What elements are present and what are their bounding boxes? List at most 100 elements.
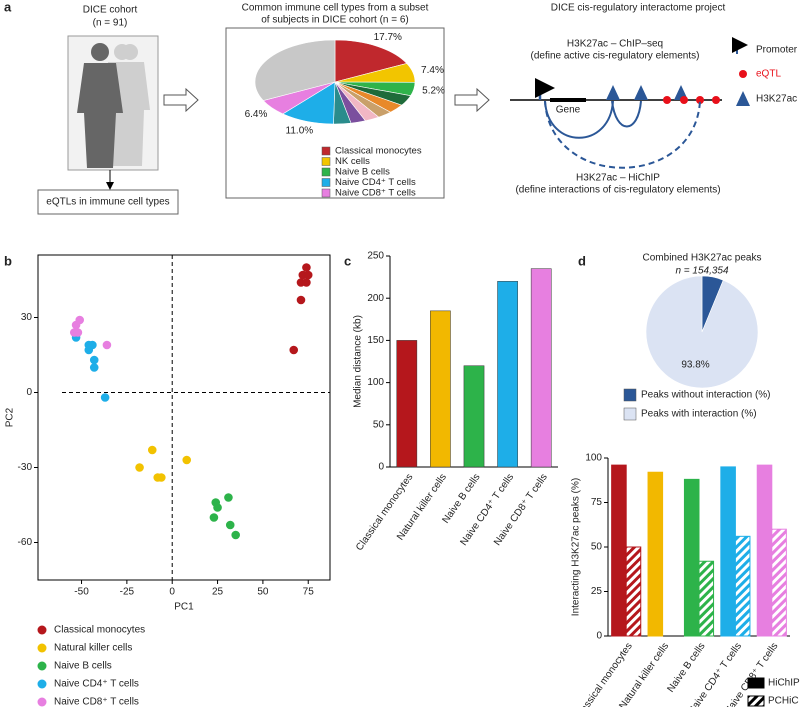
y-tick-label: 0 bbox=[596, 631, 602, 642]
flow-arrow bbox=[163, 87, 199, 113]
legend-marker bbox=[37, 643, 47, 653]
legend-text: Peaks without interaction (%) bbox=[641, 390, 771, 401]
y-tick-label: 100 bbox=[585, 453, 602, 464]
x-tick-label: -25 bbox=[120, 587, 135, 598]
legend-swatch bbox=[321, 146, 331, 156]
legend-swatch bbox=[623, 407, 637, 421]
pie-subtitle: n = 154,354 bbox=[675, 266, 729, 277]
point bbox=[296, 295, 306, 305]
person bbox=[77, 43, 123, 168]
point bbox=[231, 530, 240, 540]
point bbox=[71, 320, 81, 330]
pie-label: 7.4% bbox=[421, 65, 444, 76]
point bbox=[303, 270, 313, 280]
x-tick-label: Classical monocytes bbox=[354, 472, 415, 553]
y-tick-label: 30 bbox=[21, 312, 33, 323]
y-tick-label: 25 bbox=[591, 586, 603, 597]
panel-label: a bbox=[4, 0, 12, 14]
chip-title: H3K27ac – ChIP–seq bbox=[567, 39, 663, 50]
y-tick-label: 75 bbox=[591, 497, 603, 508]
y-tick-label: 0 bbox=[378, 462, 384, 473]
panel-label: d bbox=[578, 253, 586, 268]
output-box bbox=[37, 189, 179, 215]
pie-label: 93.8% bbox=[681, 360, 709, 371]
legend-text: Naive CD8⁺ T cells bbox=[335, 188, 416, 199]
pie-label: 6.4% bbox=[245, 109, 268, 120]
x-axis-label: PC1 bbox=[174, 602, 194, 613]
point bbox=[73, 328, 83, 337]
pie-label: 5.2% bbox=[422, 86, 445, 97]
x-tick-label: -50 bbox=[74, 587, 89, 598]
legend-text: Classical monocytes bbox=[335, 146, 422, 157]
point bbox=[84, 345, 94, 355]
x-tick-label: 50 bbox=[257, 587, 269, 598]
y-tick-label: 100 bbox=[367, 377, 384, 388]
bar bbox=[683, 478, 700, 637]
point bbox=[209, 513, 219, 522]
legend-swatch bbox=[321, 157, 331, 166]
cell-types-title: of subjects in DICE cohort (n = 6) bbox=[261, 15, 409, 26]
pie-slice bbox=[254, 39, 336, 101]
locus bbox=[510, 78, 722, 169]
y-tick-label: -60 bbox=[18, 537, 33, 548]
cell-types-title: Common immune cell types from a subset bbox=[242, 3, 429, 14]
point bbox=[100, 393, 110, 402]
legend-text: Naive CD4⁺ T cells bbox=[335, 177, 416, 188]
legend-text: Naive B cells bbox=[335, 167, 390, 178]
x-tick-label: 75 bbox=[303, 587, 315, 598]
bar bbox=[720, 466, 736, 637]
cohort-n: (n = 91) bbox=[93, 18, 128, 29]
legend-text: Naive CD8⁺ T cells bbox=[54, 697, 139, 707]
pie-label: 17.7% bbox=[374, 32, 402, 43]
bar bbox=[647, 471, 664, 637]
hichip-title: H3K27ac – HiChIP bbox=[576, 173, 660, 184]
pie-title: Combined H3K27ac peaks bbox=[643, 253, 762, 264]
point bbox=[302, 278, 311, 287]
x-tick-label: 0 bbox=[169, 587, 175, 598]
legend-marker bbox=[37, 679, 47, 689]
legend-marker bbox=[37, 625, 47, 635]
bar bbox=[463, 365, 485, 468]
legend-swatch bbox=[321, 178, 331, 187]
hichip-note: (define interactions of cis-regulatory e… bbox=[515, 185, 720, 196]
point bbox=[89, 363, 99, 372]
point bbox=[157, 473, 166, 482]
bar bbox=[530, 268, 552, 468]
point bbox=[302, 263, 311, 272]
legend-swatch bbox=[321, 188, 331, 198]
bar bbox=[734, 535, 751, 637]
point bbox=[89, 355, 99, 365]
legend-marker bbox=[37, 697, 47, 707]
y-axis-label: PC2 bbox=[5, 407, 16, 427]
legend-text: eQTL bbox=[756, 69, 781, 80]
flow-arrow bbox=[454, 87, 490, 113]
bar bbox=[756, 464, 773, 637]
y-tick-label: 0 bbox=[26, 387, 32, 398]
legend-swatch bbox=[321, 167, 331, 177]
legend-swatch bbox=[747, 677, 765, 689]
bar bbox=[430, 310, 451, 468]
peak-icon bbox=[736, 91, 750, 106]
legend-text: NK cells bbox=[335, 156, 370, 167]
point bbox=[182, 455, 192, 465]
bar bbox=[611, 464, 627, 637]
point bbox=[213, 503, 222, 512]
pie-slice bbox=[645, 275, 759, 389]
bar bbox=[625, 546, 642, 637]
legend-text: HiChIP bbox=[768, 678, 800, 689]
y-tick-label: 50 bbox=[591, 542, 603, 553]
x-tick-label: Naive B cells bbox=[665, 641, 707, 695]
point bbox=[147, 445, 157, 455]
y-tick-label: 50 bbox=[373, 419, 385, 430]
promoter-icon bbox=[732, 37, 748, 54]
bar bbox=[771, 528, 787, 637]
y-tick-label: -30 bbox=[18, 462, 33, 473]
legend-marker bbox=[37, 661, 47, 671]
y-axis-label: Median distance (kb) bbox=[353, 315, 364, 408]
bar bbox=[396, 340, 418, 468]
legend-swatch bbox=[747, 695, 765, 707]
point bbox=[225, 520, 235, 530]
legend-text: Naive CD4⁺ T cells bbox=[54, 679, 139, 690]
